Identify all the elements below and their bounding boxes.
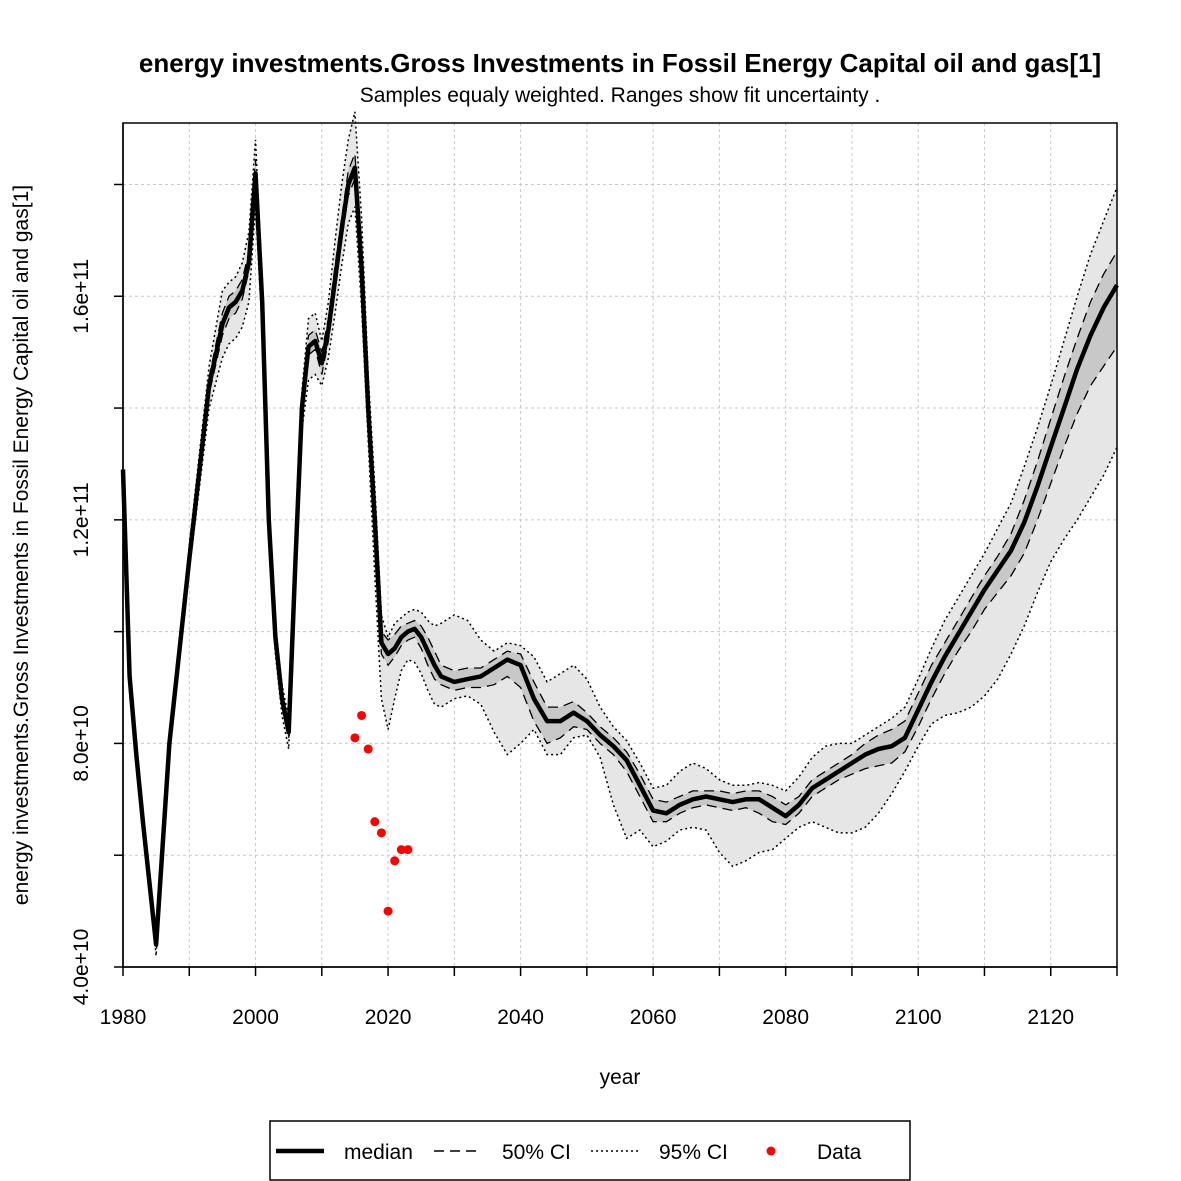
data-point (390, 856, 400, 866)
data-point (363, 744, 373, 754)
y-tick-label: 1.2e+11 (70, 482, 93, 557)
ci-95-area (123, 111, 1117, 956)
y-tick-label: 4.0e+10 (70, 929, 93, 1006)
x-tick-label: 2120 (1027, 1006, 1074, 1029)
legend-95ci-label: 95% CI (659, 1141, 728, 1164)
x-tick-label: 2040 (497, 1006, 544, 1029)
y-axis-label: energy investments.Gross Investments in … (10, 185, 33, 905)
x-axis-label: year (600, 1066, 641, 1089)
ci-50-band (123, 153, 1117, 948)
y-tick-label: 1.6e+11 (70, 259, 93, 334)
ci-95-band (123, 111, 1117, 956)
legend-median-label: median (344, 1141, 413, 1164)
legend-50ci-label: 50% CI (502, 1141, 571, 1164)
data-points (350, 710, 413, 916)
data-point (357, 710, 367, 720)
data-point (370, 817, 380, 827)
legend: median 50% CI 95% CI Data (269, 1120, 911, 1181)
y-tick-label: 8.0e+10 (70, 705, 93, 782)
data-point (383, 906, 393, 916)
data-point (376, 828, 386, 838)
series-lines (120, 111, 1119, 956)
chart-subtitle: Samples equaly weighted. Ranges show fit… (360, 84, 881, 107)
x-tick-label: 1980 (100, 1006, 147, 1029)
x-tick-label: 2020 (365, 1006, 412, 1029)
data-point (350, 733, 360, 743)
x-tick-label: 2100 (895, 1006, 942, 1029)
data-point (396, 845, 406, 855)
legend-box (269, 1120, 911, 1181)
data-point (403, 845, 413, 855)
x-tick-label: 2060 (630, 1006, 677, 1029)
median-line (120, 165, 1119, 947)
y-axis: 4.0e+10 8.0e+10 1.2e+11 1.6e+11 (70, 123, 124, 1006)
x-tick-label: 2000 (232, 1006, 279, 1029)
x-axis: 1980 2000 2020 2040 2060 2080 2100 2120 (100, 966, 1118, 1029)
ci-50-area (123, 153, 1117, 948)
x-tick-label: 2080 (762, 1006, 809, 1029)
chart-title: energy investments.Gross Investments in … (139, 48, 1101, 78)
legend-data-label: Data (817, 1141, 862, 1164)
ci-50-lower-line (122, 178, 1118, 948)
legend-data-swatch (766, 1146, 776, 1156)
